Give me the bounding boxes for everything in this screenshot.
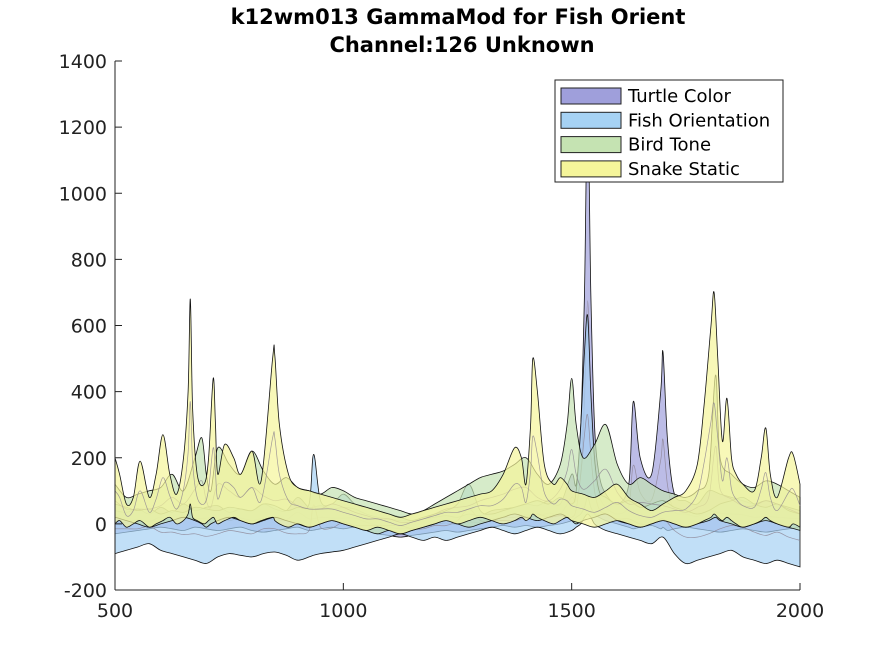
legend: Turtle Color Fish Orientation Bird Tone Sna… [554, 79, 784, 183]
y-tick-label: 1400 [59, 51, 107, 73]
series-mean-line-snake-static [114, 401, 801, 526]
legend-swatch [560, 136, 622, 154]
legend-item-bird-tone: Bird Tone [560, 135, 711, 156]
series-snake-static [114, 291, 801, 535]
legend-label: Snake Static [628, 159, 740, 180]
axes-layer: 500 1000 1500 2000 -200 0 200 400 600 800 1000 1200… [59, 51, 825, 622]
x-tick-label: 1500 [547, 600, 595, 622]
series-band-snake-static [114, 291, 801, 535]
legend-items: Turtle Color Fish Orientation Bird Tone Sna… [560, 86, 770, 180]
legend-swatch [560, 111, 622, 129]
series-layer [114, 103, 801, 568]
legend-label: Fish Orientation [628, 110, 770, 131]
legend-label: Bird Tone [628, 135, 711, 156]
legend-swatch [560, 87, 622, 105]
y-tick-label: 800 [71, 249, 107, 271]
y-tick-label: 600 [71, 316, 107, 338]
x-tick-label: 500 [97, 600, 133, 622]
y-tick-label: 1000 [59, 183, 107, 205]
plot-area: 500 1000 1500 2000 -200 0 200 400 600 800 1000 1200… [59, 51, 825, 622]
chart-title: k12wm013 GammaMod for Fish Orient [231, 5, 686, 29]
legend-label: Turtle Color [627, 86, 732, 107]
y-tick-label: 1200 [59, 117, 107, 139]
legend-item-snake-static: Snake Static [560, 159, 740, 180]
legend-item-fish-orientation: Fish Orientation [560, 110, 770, 131]
y-tick-label: 200 [71, 448, 107, 470]
chart-subtitle: Channel:126 Unknown [329, 33, 594, 57]
legend-item-turtle-color: Turtle Color [560, 86, 732, 107]
x-tick-label: 2000 [776, 600, 824, 622]
y-tick-label: -200 [64, 580, 107, 602]
y-tick-label: 400 [71, 382, 107, 404]
x-tick-label: 1000 [319, 600, 367, 622]
y-tick-label: 0 [95, 514, 107, 536]
legend-swatch [560, 160, 622, 178]
